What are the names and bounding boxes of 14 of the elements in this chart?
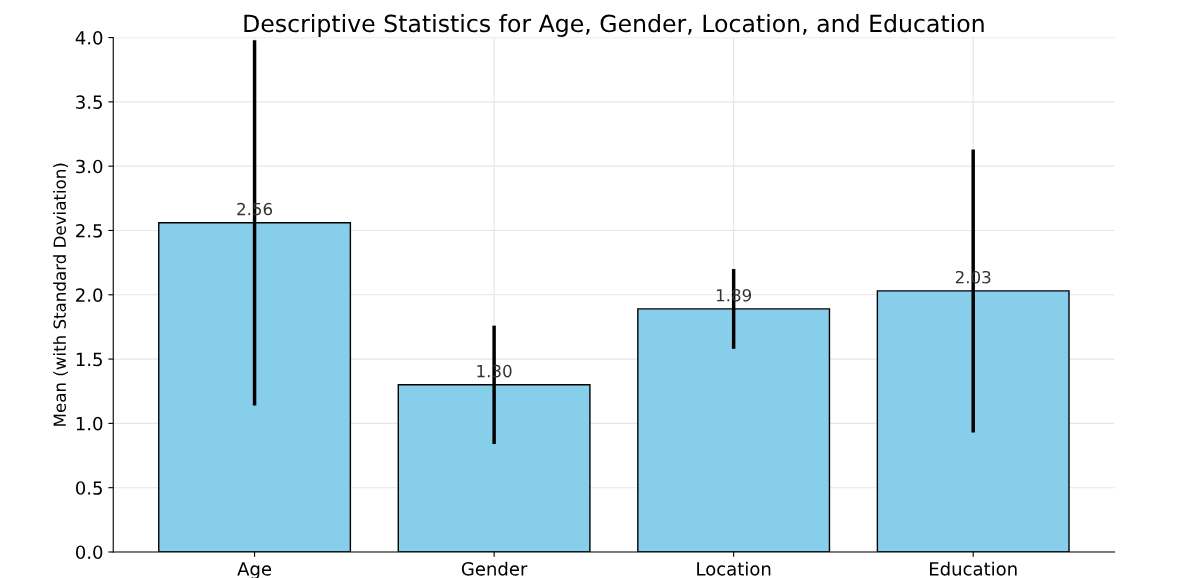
y-tick-label: 0.0 [75,545,103,560]
y-tick-label: 1.5 [76,352,102,367]
y-tick-label: 1.0 [76,416,103,431]
x-tick-label: Location [697,561,771,576]
x-tick-label: Education [930,561,1017,576]
y-tick-label: 0.5 [75,481,102,495]
y-tick-label: 3.5 [76,95,102,109]
x-tick-label: Gender [461,561,528,576]
chart-title: Descriptive Statistics for Age, Gender, Location, and Education [244,14,984,37]
y-tick-label: 2.5 [76,223,102,238]
y-tick-label: 4.0 [75,31,103,45]
y-axis-title: Mean (with Standard Deviation) [53,163,68,426]
y-tick-label: 3.0 [76,159,103,174]
y-tick-label: 2.0 [76,288,103,302]
